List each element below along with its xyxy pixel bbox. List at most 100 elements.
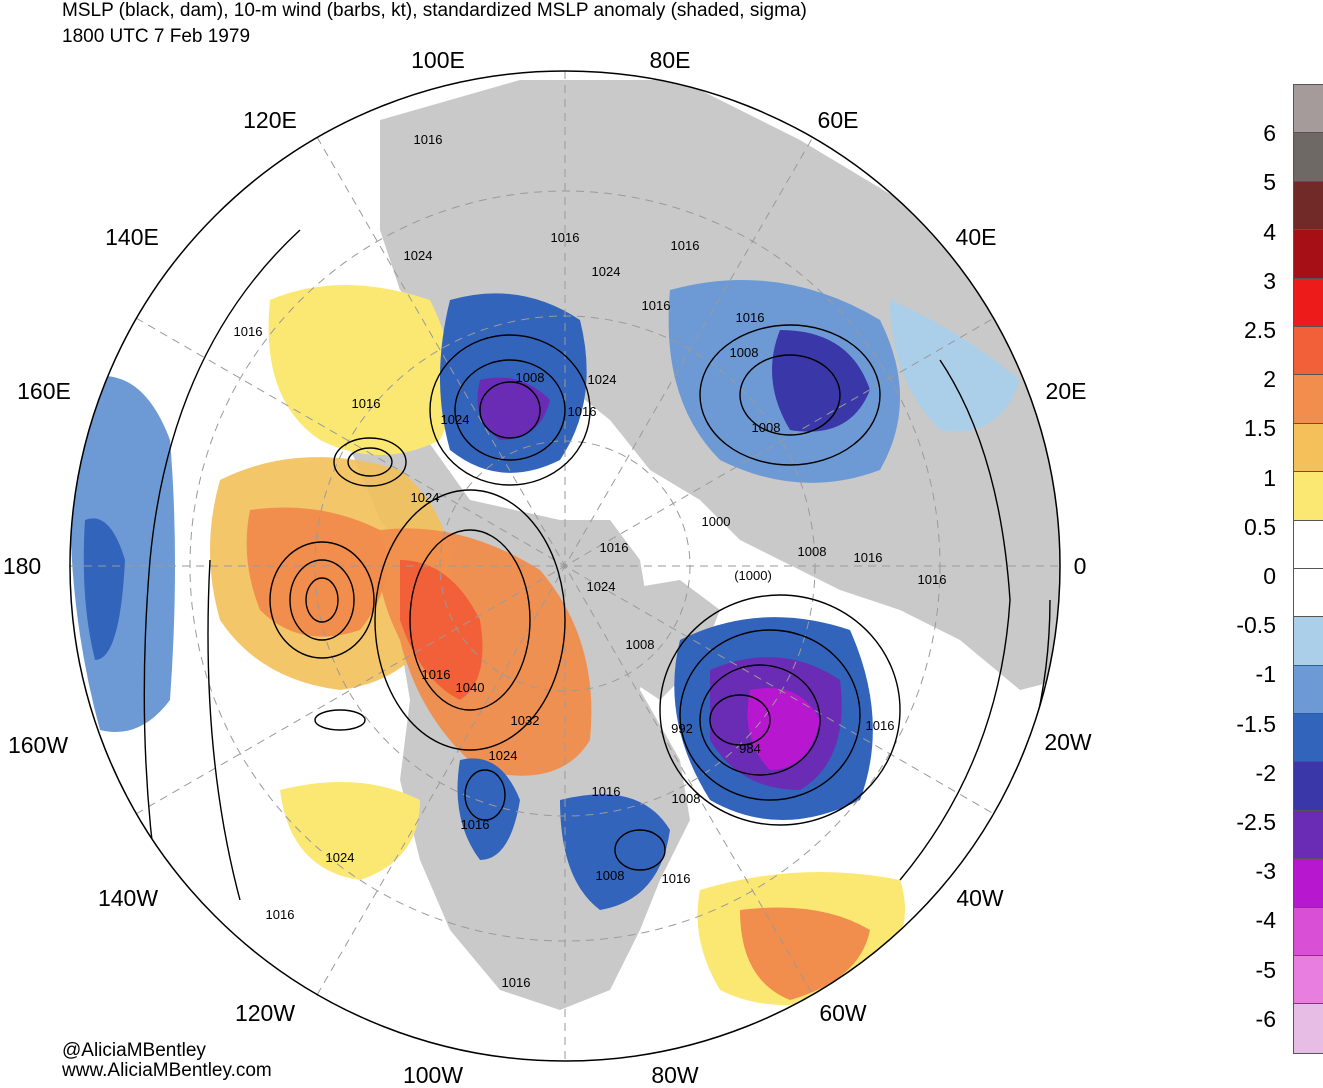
isobar-label: (1000) bbox=[734, 568, 772, 583]
lon-label-20e: 20E bbox=[1045, 378, 1087, 404]
negative-anomaly-siberia-core bbox=[477, 377, 550, 440]
isobar-label: 1016 bbox=[642, 298, 671, 313]
colorbar-label: -2.5 bbox=[1236, 809, 1276, 835]
map-valid-time: 1800 UTC 7 Feb 1979 bbox=[62, 26, 251, 47]
isobar-label: 1024 bbox=[587, 579, 616, 594]
colorbar-label: 1 bbox=[1263, 464, 1276, 491]
negative-anomaly-east-europe bbox=[890, 300, 1020, 432]
lon-label-20w: 20W bbox=[1044, 729, 1092, 755]
isobar-label: 1016 bbox=[234, 324, 263, 339]
colorbar-label: -5 bbox=[1255, 956, 1276, 983]
lon-label-120e: 120E bbox=[243, 107, 297, 133]
isobar-label: 1000 bbox=[702, 514, 731, 529]
isobar-label: 1016 bbox=[266, 907, 295, 922]
lon-label-160e: 160E bbox=[17, 378, 71, 404]
colorbar-label: 2 bbox=[1263, 366, 1276, 393]
negative-anomaly-atlantic-center bbox=[747, 688, 820, 770]
colorbar-swatch bbox=[1294, 956, 1323, 1005]
colorbar-swatch bbox=[1294, 859, 1323, 908]
colorbar-swatch bbox=[1294, 326, 1323, 376]
colorbar-label: -1.5 bbox=[1236, 710, 1276, 737]
isobar-label: 1016 bbox=[918, 572, 947, 587]
isobar-label: 1024 bbox=[588, 372, 617, 387]
lon-label-80e: 80E bbox=[649, 47, 691, 73]
colorbar-label: 2.5 bbox=[1244, 317, 1276, 343]
lon-label-40w: 40W bbox=[956, 885, 1004, 911]
colorbar-swatch bbox=[1294, 762, 1323, 811]
positive-anomaly-pacific-core bbox=[246, 507, 387, 637]
isobar-label: 1024 bbox=[326, 850, 355, 865]
isobar-label: 984 bbox=[739, 741, 761, 756]
isobar-label: 1008 bbox=[626, 637, 655, 652]
isobar-label: 1016 bbox=[662, 871, 691, 886]
colorbar-swatch bbox=[1294, 133, 1323, 182]
isobar-label: 1008 bbox=[596, 868, 625, 883]
colorbar-label: -6 bbox=[1255, 1005, 1276, 1032]
isobar-label: 1008 bbox=[672, 791, 701, 806]
colorbar-label: -3 bbox=[1255, 858, 1276, 885]
colorbar-label: -4 bbox=[1255, 907, 1276, 934]
credit-website: www.AliciaMBentley.com bbox=[62, 1060, 272, 1081]
isobar-label: 1016 bbox=[502, 975, 531, 990]
credit-handle: @AliciaMBentley bbox=[62, 1040, 206, 1061]
positive-anomaly-pacific-east bbox=[280, 782, 420, 880]
negative-anomaly-west-core bbox=[83, 518, 125, 660]
isobar-label: 1024 bbox=[441, 412, 470, 427]
colorbar-swatch bbox=[1294, 423, 1323, 473]
colorbar-label: 3 bbox=[1263, 267, 1276, 294]
lon-label-40e: 40E bbox=[955, 224, 997, 250]
lon-label-100e: 100E bbox=[411, 47, 465, 73]
colorbar-swatch bbox=[1294, 375, 1323, 424]
isobar-label: 1016 bbox=[422, 667, 451, 682]
isobar-label: 1016 bbox=[352, 396, 381, 411]
isobar-label: 1032 bbox=[511, 713, 540, 728]
land-greenland bbox=[615, 580, 720, 700]
colorbar-swatch bbox=[1294, 810, 1323, 860]
lon-label-60e: 60E bbox=[817, 107, 859, 133]
isobar-label: 1016 bbox=[866, 718, 895, 733]
contour-labels: 1016 1024 1016 1016 1024 1016 1016 1008 1024 1016… bbox=[234, 132, 947, 990]
isobar-label: 1008 bbox=[752, 420, 781, 435]
isobar-label: 1016 bbox=[414, 132, 443, 147]
map-title: MSLP (black, dam), 10-m wind (barbs, kt)… bbox=[62, 0, 807, 21]
colorbar-swatch bbox=[1294, 714, 1323, 763]
isobar-label: 1016 bbox=[600, 540, 629, 555]
colorbar-label: 1.5 bbox=[1244, 415, 1276, 442]
colorbar-swatch bbox=[1294, 665, 1323, 715]
isobar-label: 1024 bbox=[411, 490, 440, 505]
colorbar-label: -1 bbox=[1255, 661, 1276, 688]
isobar-label: 1024 bbox=[592, 264, 621, 279]
colorbar-swatch bbox=[1294, 907, 1323, 957]
isobar-label: 1016 bbox=[568, 404, 597, 419]
colorbar-swatch bbox=[1294, 181, 1323, 231]
lon-label-140e: 140E bbox=[105, 224, 159, 250]
colorbar-label: 4 bbox=[1263, 218, 1276, 245]
colorbar-swatch bbox=[1294, 568, 1323, 618]
colorbar-swatch bbox=[1294, 472, 1323, 521]
colorbar-swatch bbox=[1294, 85, 1323, 134]
map-boundary bbox=[69, 70, 1061, 1062]
colorbar-label: 5 bbox=[1263, 169, 1276, 196]
negative-anomaly-north-america bbox=[457, 758, 520, 860]
isobar-label: 1016 bbox=[551, 230, 580, 245]
lon-label-60w: 60W bbox=[819, 1000, 867, 1026]
colorbar-swatch bbox=[1294, 1004, 1323, 1053]
isobar-label: 1008 bbox=[730, 345, 759, 360]
isobar-label: 1016 bbox=[592, 784, 621, 799]
positive-anomaly-atlantic-core bbox=[740, 907, 870, 1000]
isobar-label: 1016 bbox=[854, 550, 883, 565]
colorbar-swatch bbox=[1294, 230, 1323, 279]
colorbar-label: 6 bbox=[1263, 120, 1276, 147]
lon-label-180: 180 bbox=[2, 553, 42, 579]
colorbar bbox=[1293, 84, 1323, 1054]
isobar-label: 1008 bbox=[798, 544, 827, 559]
colorbar-label: 0 bbox=[1263, 563, 1276, 589]
isobar-label: 1016 bbox=[461, 817, 490, 832]
colorbar-swatch bbox=[1294, 278, 1323, 327]
anomaly-shading bbox=[70, 280, 1020, 1005]
positive-anomaly-core bbox=[400, 560, 483, 700]
lon-label-0: 0 bbox=[1073, 553, 1087, 579]
colorbar-label: 0.5 bbox=[1244, 513, 1276, 540]
colorbar-swatch bbox=[1294, 617, 1323, 666]
